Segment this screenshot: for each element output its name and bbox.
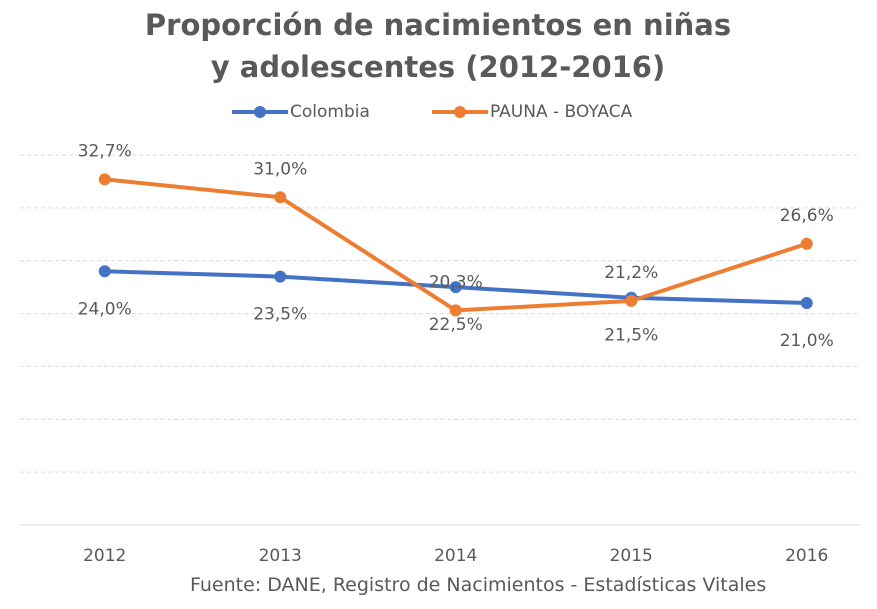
- chart-title: Proporción de nacimientos en niñas y ado…: [144, 8, 732, 84]
- legend-marker: [454, 106, 466, 118]
- data-label: 21,2%: [604, 263, 658, 283]
- data-label: 26,6%: [780, 206, 834, 226]
- data-point: [98, 173, 111, 186]
- x-tick-label: 2012: [83, 546, 126, 566]
- data-label: 20,3%: [429, 272, 483, 292]
- data-label: 21,5%: [604, 326, 658, 346]
- data-label: 23,5%: [253, 305, 307, 325]
- legend-label: Colombia: [290, 102, 370, 122]
- data-label: 24,0%: [78, 299, 132, 319]
- legend-marker: [254, 106, 266, 118]
- data-label: 32,7%: [78, 141, 132, 161]
- x-tick-label: 2014: [434, 546, 477, 566]
- data-label: 22,5%: [429, 315, 483, 335]
- data-point: [98, 265, 111, 278]
- x-tick-label: 2015: [610, 546, 653, 566]
- data-point: [449, 281, 462, 294]
- data-label: 21,0%: [780, 331, 834, 351]
- data-label: 31,0%: [253, 159, 307, 179]
- legend-label: PAUNA - BOYACA: [490, 102, 633, 122]
- x-tick-label: 2016: [785, 546, 828, 566]
- data-point: [625, 294, 638, 307]
- data-point: [800, 297, 813, 309]
- data-point: [274, 191, 287, 204]
- data-point: [274, 270, 287, 283]
- x-tick-label: 2013: [259, 546, 302, 566]
- source-note: Fuente: DANE, Registro de Nacimientos - …: [190, 574, 767, 596]
- data-point: [800, 237, 813, 250]
- data-point: [449, 304, 462, 317]
